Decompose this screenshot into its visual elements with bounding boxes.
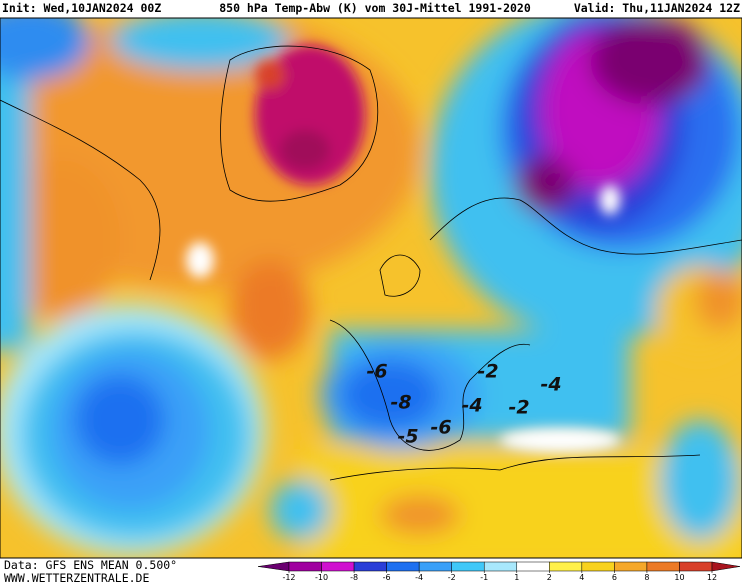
legend-tick-label: 1 <box>514 573 519 582</box>
anomaly-label: -6 <box>430 417 451 439</box>
color-box <box>516 561 550 572</box>
anomaly-label: -4 <box>540 374 561 396</box>
legend-tick-label: -1 <box>480 573 488 582</box>
color-box <box>288 561 322 572</box>
color-box <box>679 561 713 572</box>
color-box <box>711 561 741 572</box>
legend-tick-label: -2 <box>448 573 456 582</box>
init-time: Init: Wed,10JAN2024 00Z <box>2 1 161 15</box>
color-legend: -12 -10 -8 -6 -4 -2 -1 1 2 4 6 8 10 12 <box>257 561 741 582</box>
anomaly-label: -2 <box>477 361 498 383</box>
color-box <box>418 561 452 572</box>
anomaly-label: -4 <box>461 395 482 417</box>
color-box <box>483 561 518 572</box>
legend-tick-label: 12 <box>707 573 717 582</box>
legend-tick-label: 8 <box>644 573 649 582</box>
map-title: 850 hPa Temp-Abw (K) vom 30J-Mittel 1991… <box>219 1 531 15</box>
valid-time: Valid: Thu,11JAN2024 12Z <box>574 1 740 15</box>
color-box <box>451 561 485 572</box>
legend-tick-label: -8 <box>350 573 358 582</box>
color-box <box>549 561 583 572</box>
color-box <box>386 561 420 572</box>
anomaly-label: -6 <box>366 361 387 383</box>
color-box <box>581 561 615 572</box>
legend-tick-label: 6 <box>612 573 617 582</box>
anomaly-label: -8 <box>390 392 411 414</box>
map-frame <box>0 17 742 559</box>
coastlines <box>0 45 742 481</box>
legend-tick-label: 2 <box>547 573 552 582</box>
anomaly-label: -5 <box>397 426 418 448</box>
color-box <box>646 561 680 572</box>
color-box <box>614 561 648 572</box>
map-field <box>0 18 742 558</box>
legend-tick-label: -6 <box>383 573 391 582</box>
legend-tick-label: 4 <box>579 573 584 582</box>
legend-tick-label: -10 <box>315 573 328 582</box>
anomaly-label: -2 <box>508 397 529 419</box>
data-source: Data: GFS ENS MEAN 0.500° <box>4 558 177 572</box>
color-box <box>353 561 387 572</box>
color-box <box>321 561 355 572</box>
legend-tick-label: 10 <box>674 573 684 582</box>
color-box <box>257 561 290 572</box>
legend-tick-label: -4 <box>415 573 423 582</box>
site-url: WWW.WETTERZENTRALE.DE <box>4 571 149 585</box>
map-labels: -6 -2 -4 -8 -4 -2 -5 -6 <box>366 361 561 448</box>
legend-tick-label: -12 <box>282 573 295 582</box>
